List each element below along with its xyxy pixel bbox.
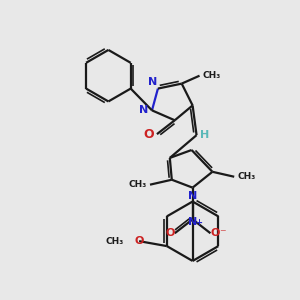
- Text: CH₃: CH₃: [202, 71, 221, 80]
- Text: CH₃: CH₃: [105, 237, 123, 246]
- Text: +: +: [195, 218, 202, 227]
- Text: O: O: [134, 236, 144, 246]
- Text: O: O: [165, 228, 175, 238]
- Text: N: N: [148, 76, 158, 87]
- Text: ⁻: ⁻: [219, 227, 226, 240]
- Text: O: O: [144, 128, 154, 141]
- Text: N: N: [188, 190, 197, 201]
- Text: N: N: [188, 217, 197, 227]
- Text: CH₃: CH₃: [237, 172, 255, 181]
- Text: CH₃: CH₃: [129, 180, 147, 189]
- Text: O: O: [211, 228, 220, 238]
- Text: H: H: [200, 130, 209, 140]
- Text: N: N: [140, 105, 149, 116]
